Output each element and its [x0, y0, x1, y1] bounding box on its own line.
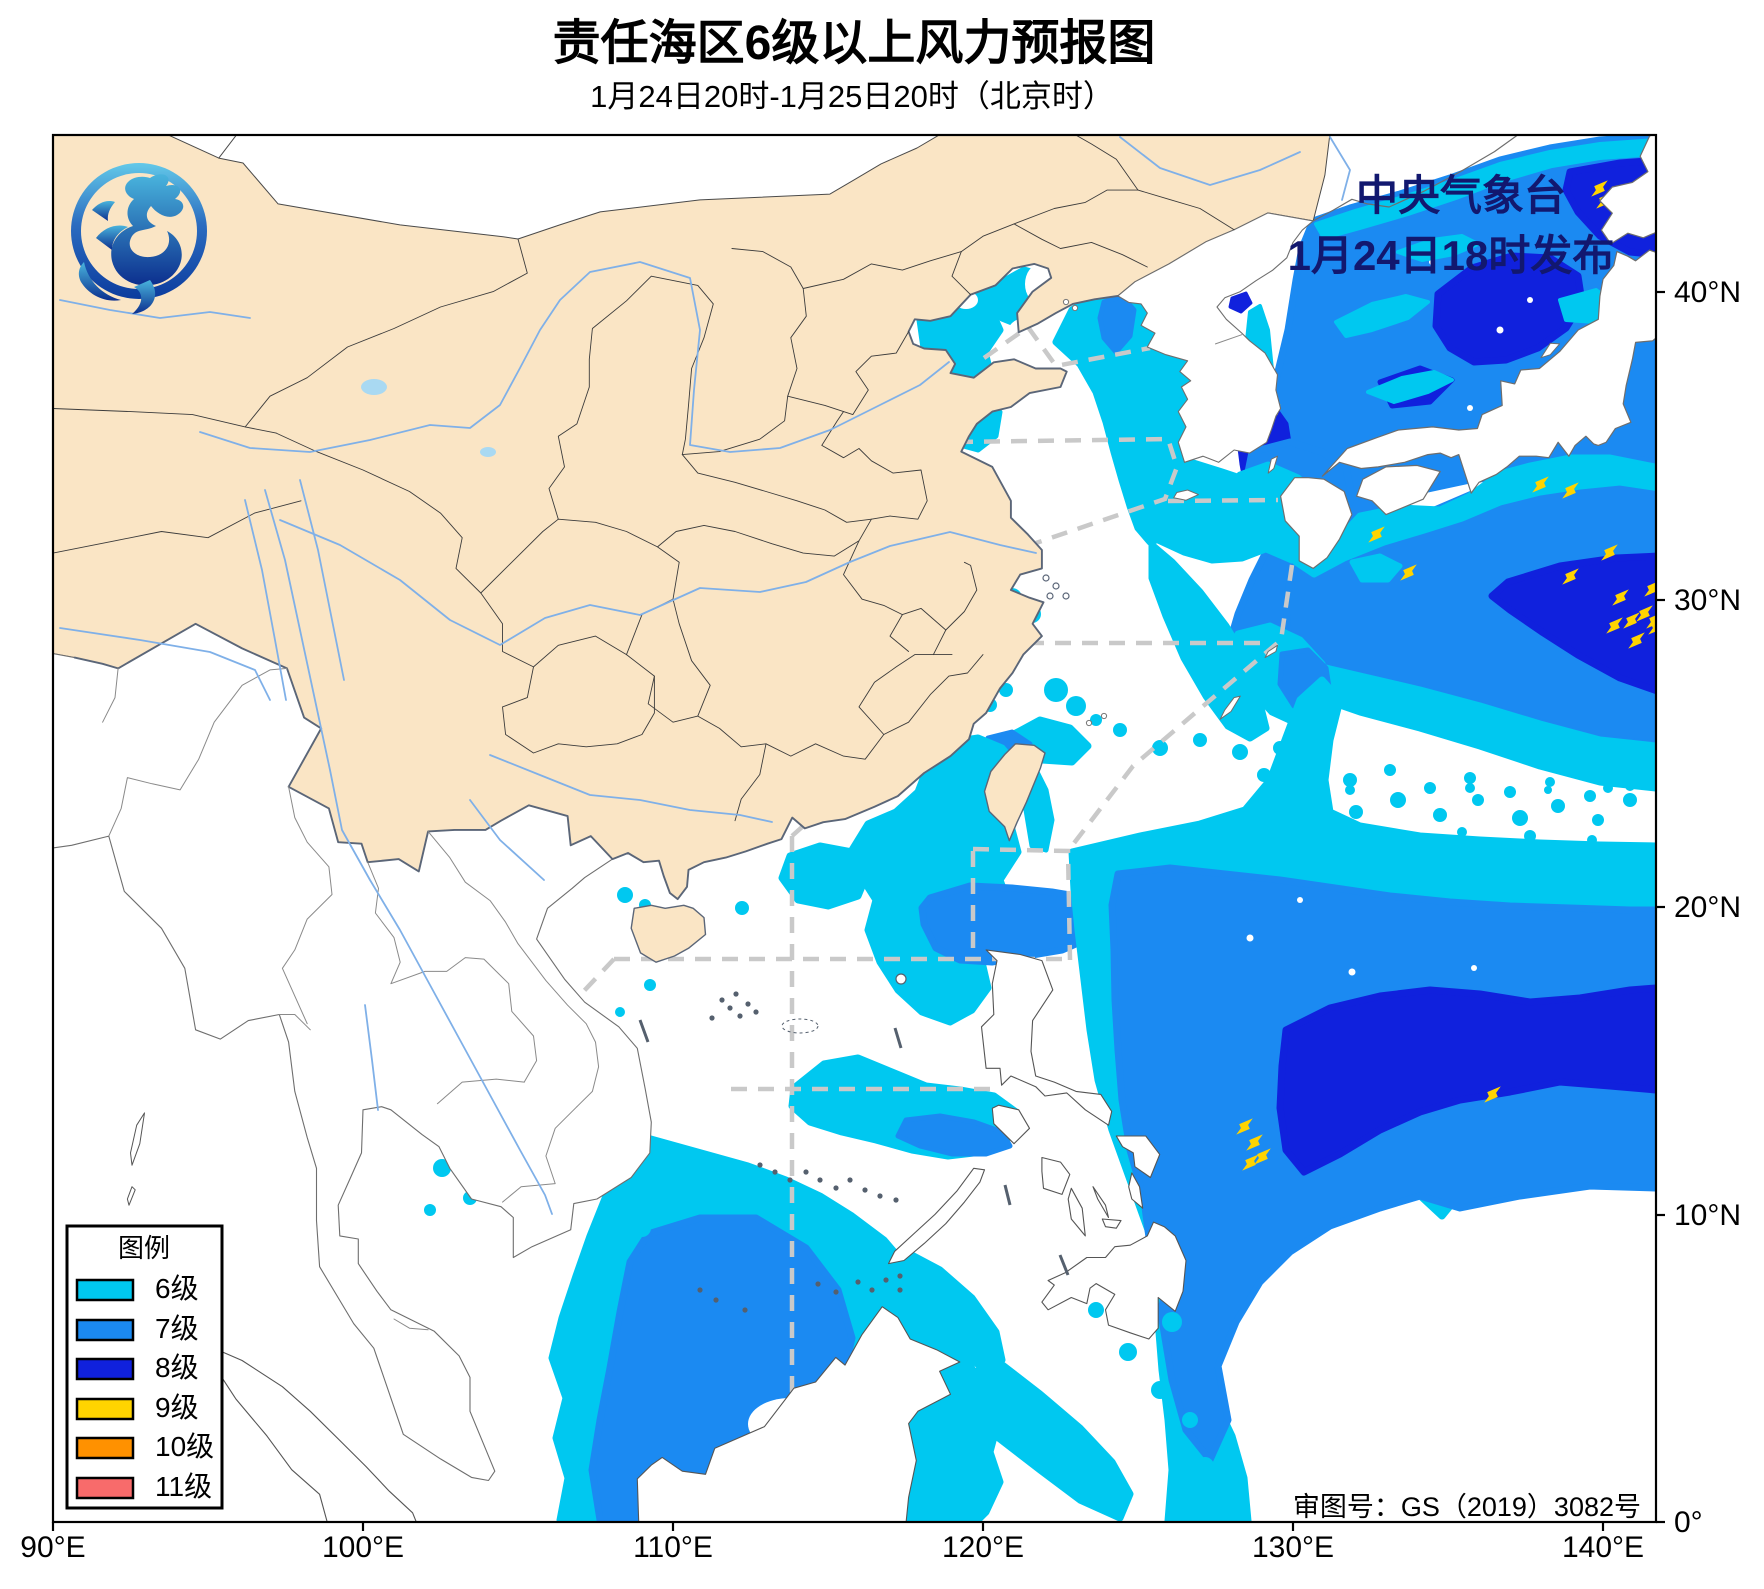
svg-text:9级: 9级 [155, 1392, 199, 1423]
svg-text:图例: 图例 [118, 1233, 170, 1263]
svg-text:10°N: 10°N [1674, 1199, 1741, 1232]
svg-text:10级: 10级 [155, 1431, 214, 1462]
svg-text:30°N: 30°N [1674, 584, 1741, 617]
svg-text:审图号：GS（2019）3082号: 审图号：GS（2019）3082号 [1293, 1492, 1641, 1522]
svg-text:责任海区6级以上风力预报图: 责任海区6级以上风力预报图 [553, 17, 1156, 70]
svg-text:130°E: 130°E [1252, 1531, 1334, 1564]
svg-text:1月24日18时发布: 1月24日18时发布 [1288, 232, 1615, 279]
svg-text:1月24日20时-1月25日20时（北京时）: 1月24日20时-1月25日20时（北京时） [590, 79, 1114, 114]
svg-text:40°N: 40°N [1674, 276, 1741, 309]
svg-text:8级: 8级 [155, 1352, 199, 1383]
svg-text:0°: 0° [1674, 1506, 1703, 1539]
svg-text:140°E: 140°E [1562, 1531, 1644, 1564]
svg-text:100°E: 100°E [322, 1531, 404, 1564]
svg-text:120°E: 120°E [942, 1531, 1024, 1564]
svg-text:90°E: 90°E [20, 1531, 85, 1564]
svg-text:中央气象台: 中央气象台 [1356, 172, 1566, 219]
svg-text:7级: 7级 [155, 1313, 199, 1344]
svg-text:11级: 11级 [155, 1471, 212, 1502]
svg-text:110°E: 110°E [633, 1531, 713, 1564]
svg-text:20°N: 20°N [1674, 891, 1741, 924]
svg-text:6级: 6级 [155, 1273, 199, 1304]
